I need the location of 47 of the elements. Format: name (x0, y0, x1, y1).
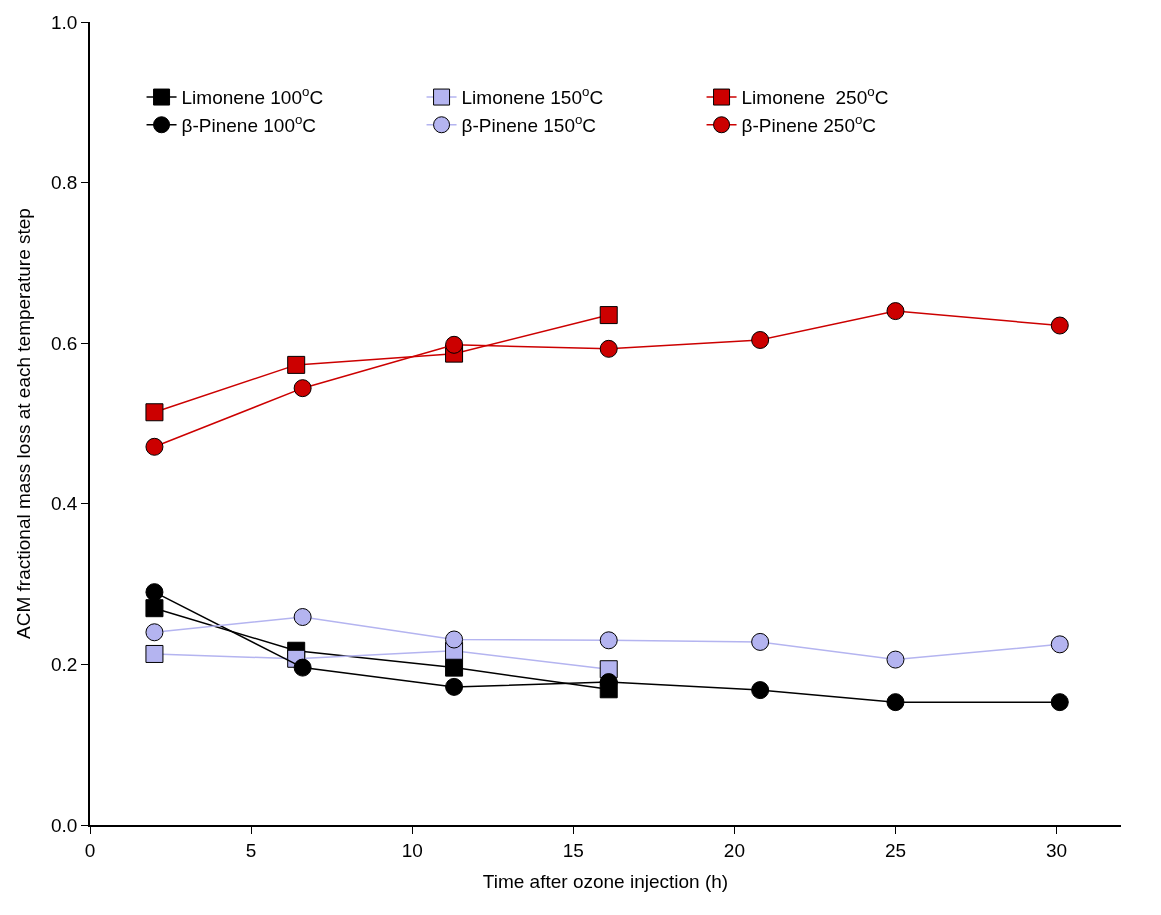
point (287, 355, 306, 374)
point (599, 339, 618, 358)
legend-label: Limonene 250$^{o}$C (741, 84, 889, 109)
x-tick-label: 15 (562, 839, 584, 861)
legend-label: β-Pinene 250$^{o}$C (741, 112, 877, 137)
point (145, 644, 164, 663)
point (751, 681, 770, 700)
point (1050, 635, 1069, 654)
y-tick-label: 0.2 (51, 654, 78, 676)
point (1050, 693, 1069, 712)
x-tick-label: 25 (884, 839, 907, 861)
point (886, 650, 905, 669)
point (145, 437, 164, 456)
point (145, 583, 164, 602)
y-tick-label: 1.0 (51, 11, 78, 33)
x-tick-label: 5 (245, 839, 257, 861)
x-tick-label: 20 (723, 839, 745, 861)
legend-label: Limonene 150$^{o}$C (461, 84, 604, 109)
point (445, 335, 464, 354)
point (886, 302, 905, 321)
legend-label: β-Pinene 150$^{o}$C (461, 112, 597, 137)
x-tick-label: 10 (401, 839, 423, 861)
y-tick-label: 0.0 (51, 814, 78, 836)
point (751, 632, 770, 651)
point (886, 693, 905, 712)
y-tick-label: 0.6 (51, 332, 78, 354)
point (293, 608, 312, 627)
x-axis-title: Time after ozone injection (h) (482, 870, 729, 892)
y-tick-label: 0.8 (51, 172, 78, 194)
point (445, 677, 464, 696)
point (145, 599, 164, 618)
point (145, 623, 164, 642)
legend-label: Limonene 100$^{o}$C (181, 84, 324, 109)
point (445, 630, 464, 649)
point (599, 306, 618, 325)
point (145, 403, 164, 422)
legend-label: β-Pinene 100$^{o}$C (181, 112, 317, 137)
y-axis-title: ACM fractional mass loss at each temperature step (13, 208, 35, 639)
point (751, 330, 770, 349)
point (1050, 316, 1069, 335)
x-tick-label: 30 (1045, 839, 1068, 861)
point (293, 379, 312, 398)
x-tick-label: 0 (84, 839, 96, 861)
point (445, 658, 464, 677)
point (293, 658, 312, 677)
point (599, 631, 618, 650)
y-tick-label: 0.4 (51, 493, 78, 515)
